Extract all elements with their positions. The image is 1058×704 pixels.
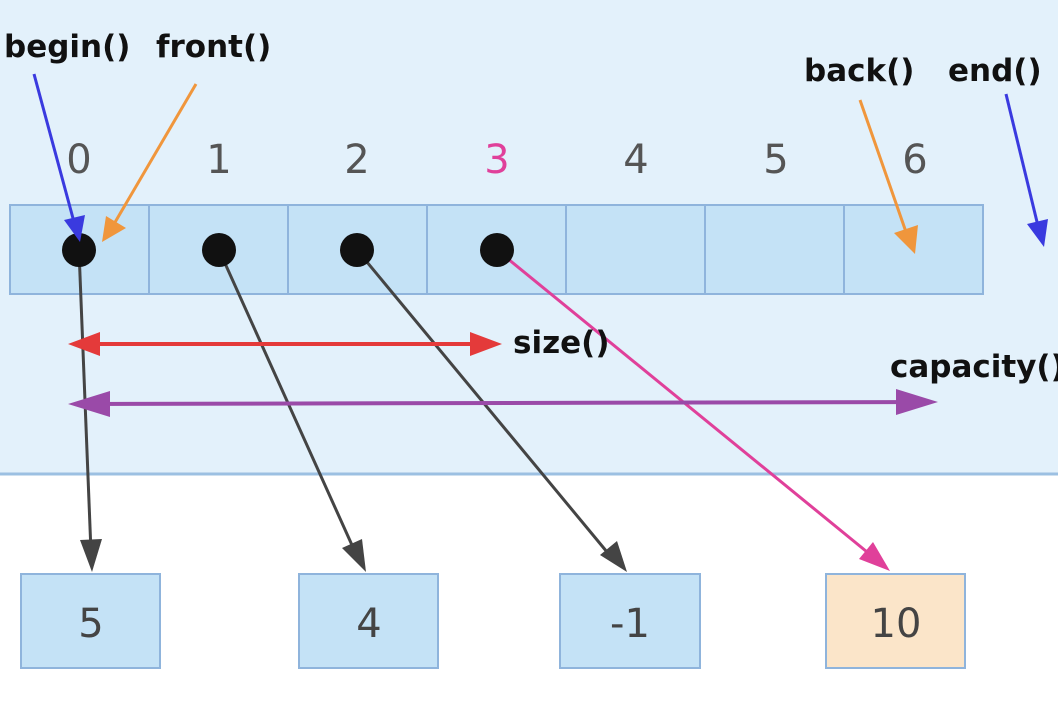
value-box-0 — [20, 573, 161, 669]
value-text-3: 10 — [871, 601, 922, 647]
value-text-0: 5 — [78, 601, 103, 647]
pointer-head-3 — [859, 542, 890, 571]
front-label: front() — [156, 29, 271, 65]
capacity-arrow-head-left — [68, 391, 110, 417]
pointer-head-0 — [80, 539, 102, 572]
pointer-head-1 — [342, 539, 366, 572]
index-label-0: 0 — [66, 137, 91, 183]
size-arrow-head-left — [68, 332, 100, 356]
end-arrow-head — [1027, 219, 1048, 247]
element-dot-1 — [202, 233, 236, 267]
index-label-3: 3 — [484, 137, 509, 183]
index-label-5: 5 — [763, 137, 788, 183]
value-box-2 — [559, 573, 701, 669]
size-label: size() — [513, 325, 609, 361]
index-labels: 0 1 2 3 4 5 6 — [66, 137, 927, 183]
back-arrow-head — [894, 225, 918, 254]
array-cell-5 — [704, 204, 845, 295]
begin-arrow-head — [64, 215, 85, 242]
back-label: back() — [804, 53, 914, 89]
size-arrow-head-right — [470, 332, 502, 356]
capacity-arrow-line — [91, 400, 917, 406]
element-dot-0 — [62, 233, 96, 267]
index-label-6: 6 — [902, 137, 927, 183]
capacity-label: capacity() — [890, 349, 1058, 385]
value-box-3 — [825, 573, 966, 669]
index-label-4: 4 — [623, 137, 648, 183]
front-arrow-line — [112, 83, 198, 225]
element-dot-2 — [340, 233, 374, 267]
capacity-arrow-head-right — [896, 389, 938, 415]
value-text-2: -1 — [610, 601, 650, 647]
value-boxes — [20, 573, 966, 669]
end-label: end() — [948, 53, 1042, 89]
element-dot-3 — [480, 233, 514, 267]
end-arrow-line — [1004, 93, 1040, 227]
value-box-1 — [298, 573, 439, 669]
element-dots — [62, 233, 514, 267]
value-text-1: 4 — [356, 601, 381, 647]
array-cell-4 — [565, 204, 706, 295]
value-texts: 5 4 -1 10 — [78, 601, 921, 647]
index-label-1: 1 — [206, 137, 231, 183]
pointer-heads — [80, 539, 890, 572]
begin-arrow-line — [32, 73, 76, 223]
index-label-2: 2 — [344, 137, 369, 183]
front-arrow-head — [102, 216, 126, 242]
back-arrow-line — [858, 99, 908, 233]
begin-label: begin() — [4, 29, 130, 65]
pointer-head-2 — [600, 541, 627, 572]
